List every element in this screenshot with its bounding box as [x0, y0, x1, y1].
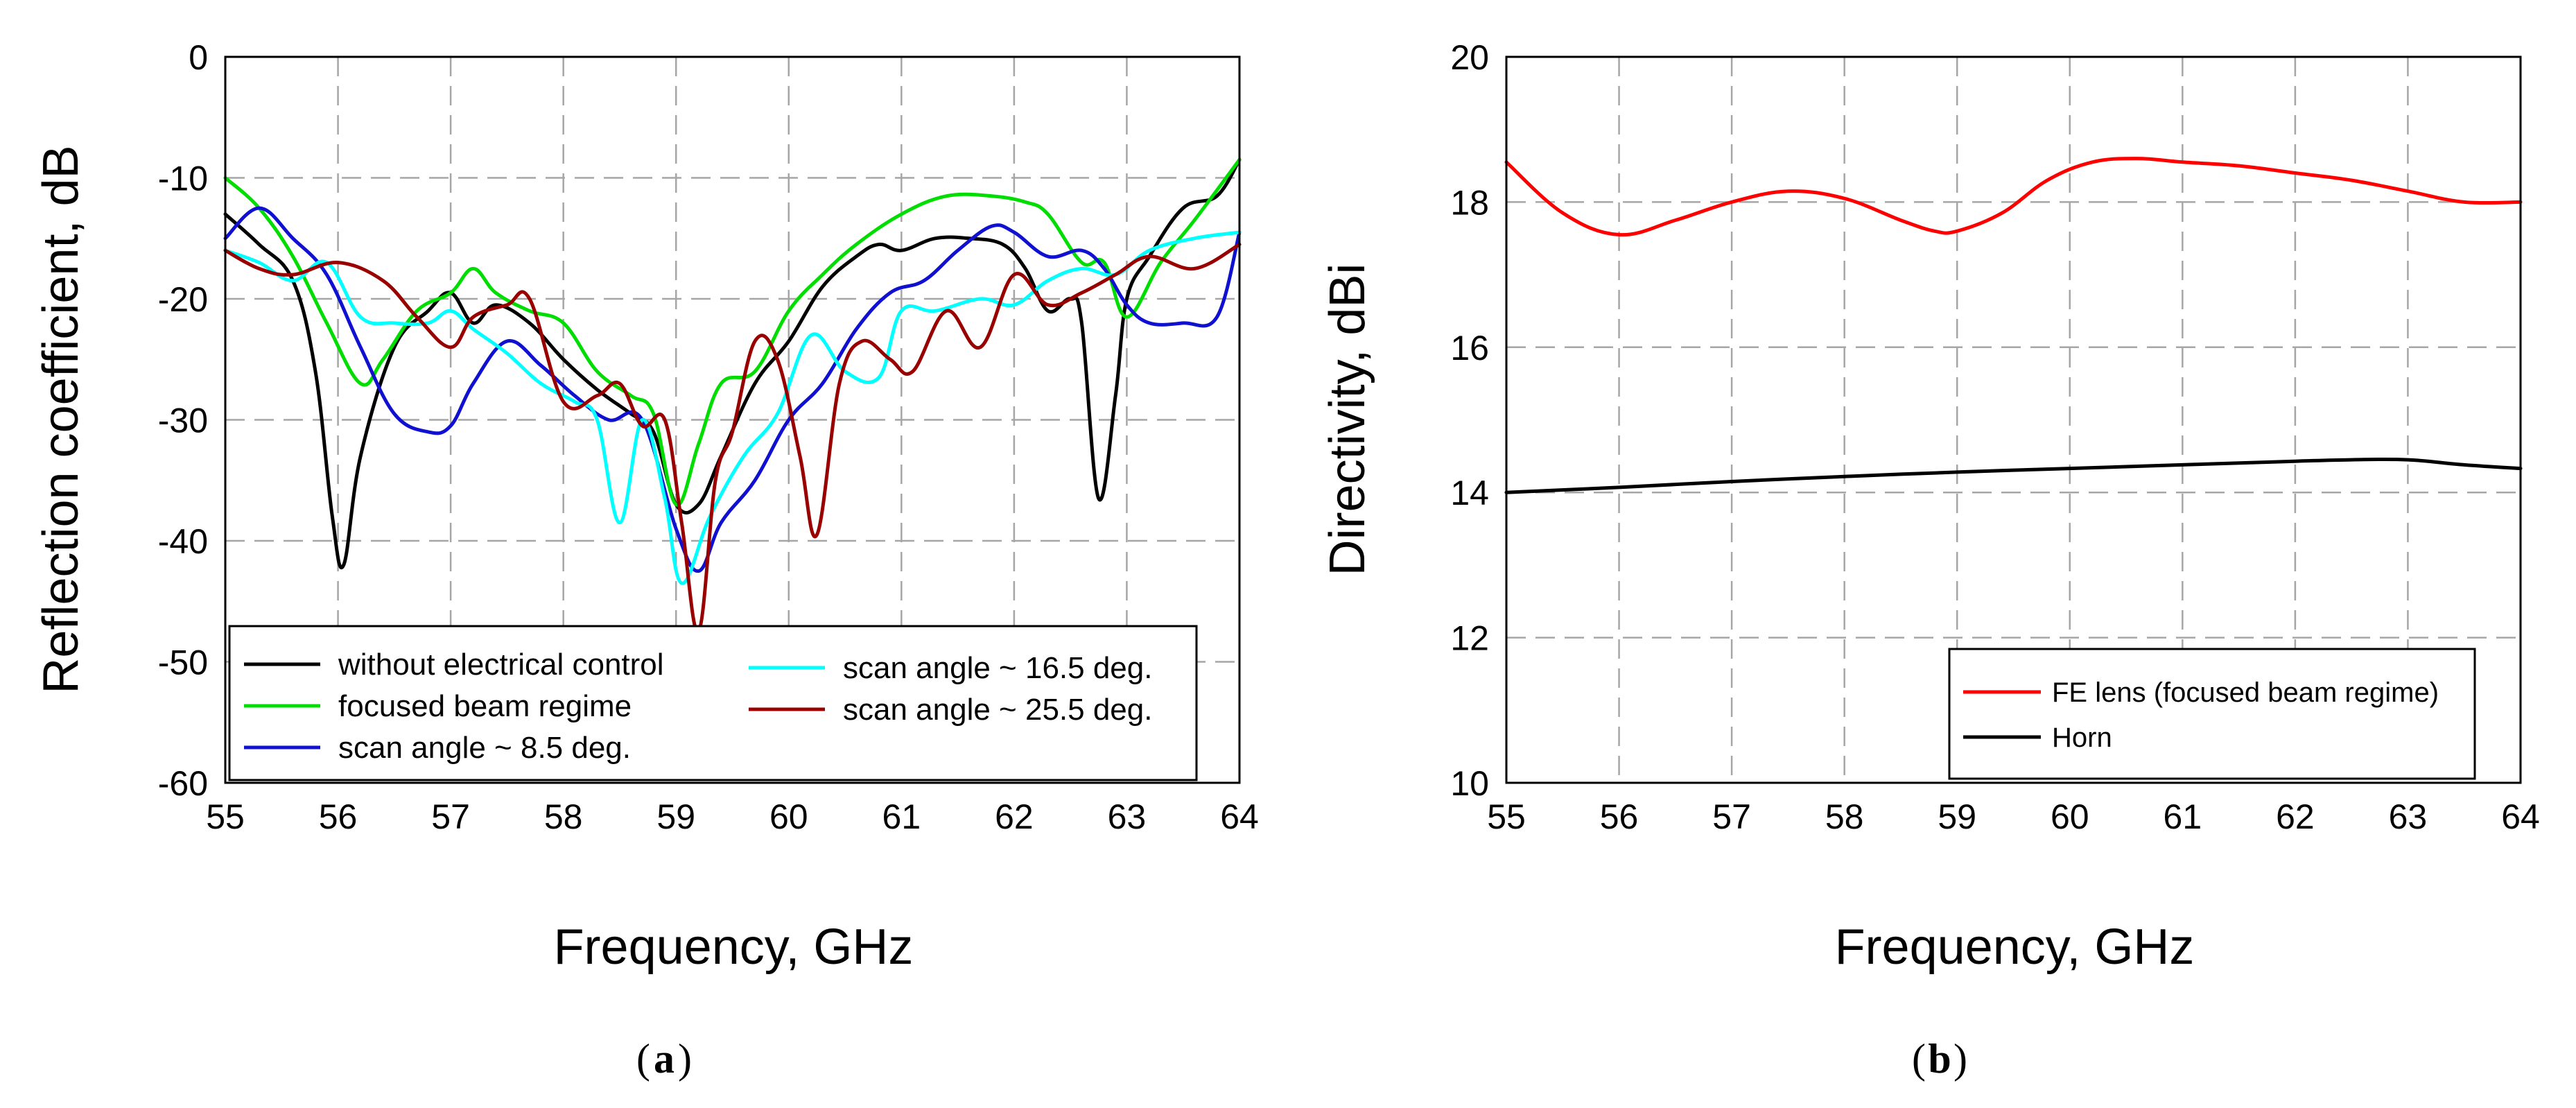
legend-entry: scan angle ~ 8.5 deg.: [244, 731, 631, 765]
series-line-focused-beam-regime: [223, 157, 1242, 507]
legend-a: without electrical control focused beam …: [228, 625, 1198, 781]
x-tick-label: 63: [1108, 797, 1147, 836]
x-tick-label: 55: [206, 797, 245, 836]
series-lines-a: [223, 157, 1242, 634]
x-tick-labels-a: 55 56 57 58 59 60 61 62 63 64: [206, 797, 1259, 836]
series-line-scan-angle-25-5-deg-: [223, 243, 1242, 634]
y-tick-label: -60: [158, 764, 208, 803]
x-tick-label: 57: [1712, 797, 1751, 836]
series-line-horn: [1504, 457, 2523, 494]
legend-label-1: focused beam regime: [338, 689, 632, 723]
svg-text:): ): [1953, 1036, 1967, 1082]
x-tick-label: 59: [656, 797, 695, 836]
legend-label-3: scan angle ~ 16.5 deg.: [843, 651, 1152, 685]
panel-label-a: ( a ): [636, 1036, 692, 1082]
legend-entry: scan angle ~ 16.5 deg.: [749, 651, 1152, 685]
y-tick-label: -50: [158, 643, 208, 682]
x-tick-label: 63: [2389, 797, 2428, 836]
chart-panel-b: 55 56 57 58 59 60 61 62 63 64 20 18 16 14 12 10 Freque…: [1320, 38, 2540, 1082]
legend-b: FE lens (focused beam regime) Horn: [1948, 648, 2476, 780]
series-lines-b: [1504, 157, 2523, 494]
svg-text:a: a: [654, 1036, 675, 1082]
series-line-fe-lens-focused-beam-regime-: [1504, 157, 2523, 237]
y-tick-label: 20: [1450, 38, 1489, 77]
plot-frame-a: [224, 55, 1241, 784]
legend-label-0: without electrical control: [338, 648, 664, 682]
y-tick-label: -20: [158, 280, 208, 319]
x-tick-label: 60: [769, 797, 808, 836]
legend-label-2: scan angle ~ 8.5 deg.: [338, 731, 631, 765]
x-tick-labels-b: 55 56 57 58 59 60 61 62 63 64: [1487, 797, 2540, 836]
y-axis-label-a: Reflection coefficient, dB: [33, 145, 89, 693]
x-tick-label: 61: [882, 797, 921, 836]
y-tick-label: 0: [189, 38, 208, 77]
y-axis-label-b: Directivity, dBi: [1320, 263, 1375, 576]
y-tick-labels-a: 0 -10 -20 -30 -40 -50 -60: [158, 38, 208, 803]
y-tick-label: 12: [1450, 619, 1489, 658]
x-axis-label-b: Frequency, GHz: [1835, 919, 2195, 975]
y-tick-label: 16: [1450, 329, 1489, 367]
x-tick-label: 59: [1938, 797, 1976, 836]
legend-entry: Horn: [1963, 722, 2112, 753]
x-tick-label: 55: [1487, 797, 1526, 836]
legend-box-a: [228, 625, 1198, 781]
y-tick-label: -30: [158, 401, 208, 440]
svg-text:b: b: [1928, 1036, 1951, 1082]
plot-frame-b: [1505, 55, 2522, 784]
y-tick-label: 18: [1450, 183, 1489, 222]
y-tick-label: 10: [1450, 764, 1489, 803]
x-tick-label: 62: [2276, 797, 2315, 836]
legend-label-b-0: FE lens (focused beam regime): [2052, 677, 2439, 708]
x-tick-label: 62: [995, 797, 1034, 836]
legend-entry: without electrical control: [244, 648, 664, 682]
x-tick-label: 56: [319, 797, 358, 836]
svg-text:(: (: [1912, 1036, 1926, 1082]
y-tick-labels-b: 20 18 16 14 12 10: [1450, 38, 1489, 803]
series-line-scan-angle-8-5-deg-: [223, 206, 1242, 573]
y-tick-label: -40: [158, 522, 208, 561]
y-tick-label: -10: [158, 159, 208, 198]
x-tick-label: 60: [2051, 797, 2089, 836]
panel-label-b: ( b ): [1912, 1036, 1967, 1082]
grid-b: [1506, 57, 2521, 783]
x-tick-label: 58: [544, 797, 583, 836]
legend-entry: scan angle ~ 25.5 deg.: [749, 693, 1152, 727]
x-tick-label: 57: [431, 797, 470, 836]
x-tick-label: 58: [1825, 797, 1864, 836]
legend-box-b: [1948, 648, 2476, 780]
legend-entry: FE lens (focused beam regime): [1963, 677, 2439, 708]
legend-label-b-1: Horn: [2052, 722, 2112, 753]
chart-panel-a: 55 56 57 58 59 60 61 62 63 64 0 -10 -20 -30 -40 -50 -60…: [33, 38, 1259, 1082]
x-tick-label: 56: [1600, 797, 1639, 836]
x-tick-label: 64: [2501, 797, 2540, 836]
x-axis-label-a: Frequency, GHz: [554, 919, 914, 975]
legend-entry: focused beam regime: [244, 689, 632, 723]
svg-text:): ): [678, 1036, 692, 1082]
svg-text:(: (: [636, 1036, 650, 1082]
legend-label-4: scan angle ~ 25.5 deg.: [843, 693, 1152, 727]
y-tick-label: 14: [1450, 474, 1489, 512]
x-tick-label: 64: [1220, 797, 1259, 836]
x-tick-label: 61: [2164, 797, 2202, 836]
